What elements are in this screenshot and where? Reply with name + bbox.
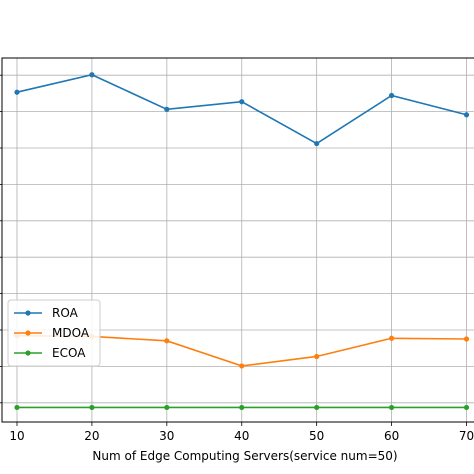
legend-entry-mdoa: MDOA [14, 326, 90, 340]
legend-label: MDOA [52, 326, 90, 340]
x-axis-label: Num of Edge Computing Servers(service nu… [92, 449, 397, 463]
data-point-mdoa [239, 363, 245, 369]
x-tick-label: 20 [84, 429, 99, 443]
series-ecoa [14, 404, 470, 411]
series-roa [14, 72, 470, 147]
legend-box [7, 299, 101, 367]
legend: ROA MDOA ECOA [7, 299, 101, 367]
x-tick-label: 10 [9, 429, 24, 443]
x-tick-label: 40 [234, 429, 249, 443]
data-point-roa [388, 92, 395, 99]
data-point-ecoa [239, 404, 245, 411]
x-tick-label: 30 [159, 429, 174, 443]
data-point-ecoa [463, 404, 470, 411]
x-tick-label: 70 [459, 429, 474, 443]
x-axis-ticks: 10 20 30 40 50 60 70 [9, 422, 474, 443]
legend-entry-ecoa: ECOA [14, 346, 86, 360]
x-tick-label: 50 [309, 429, 324, 443]
legend-marker [25, 350, 31, 356]
data-point-roa [89, 72, 95, 78]
y-axis-ticks [0, 74, 2, 404]
x-tick-label: 60 [384, 429, 399, 443]
data-point-mdoa [314, 353, 320, 360]
grid-lines [2, 58, 474, 422]
data-point-roa [239, 99, 245, 105]
data-point-ecoa [314, 404, 320, 411]
data-point-roa [14, 89, 20, 95]
data-point-roa [314, 140, 320, 147]
data-point-mdoa [388, 335, 395, 341]
data-point-ecoa [89, 404, 95, 411]
data-point-mdoa [164, 338, 170, 344]
data-point-mdoa [463, 336, 470, 342]
legend-label: ECOA [52, 346, 86, 360]
data-point-ecoa [164, 404, 170, 411]
legend-entry-roa: ROA [14, 306, 79, 320]
data-point-ecoa [14, 404, 20, 411]
plot-area-frame [1, 57, 474, 423]
data-point-ecoa [388, 404, 395, 411]
data-point-roa [463, 112, 470, 118]
legend-marker [25, 330, 31, 336]
legend-marker [25, 310, 31, 316]
legend-label: ROA [52, 306, 79, 320]
data-point-roa [164, 106, 170, 112]
